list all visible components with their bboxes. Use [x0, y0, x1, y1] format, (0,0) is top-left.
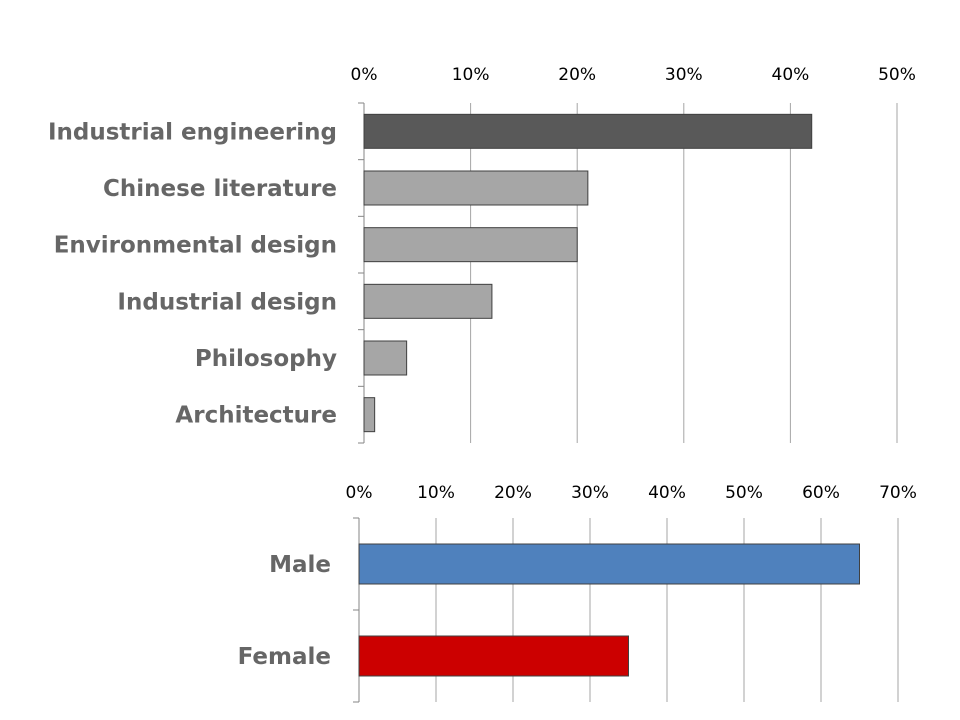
category-label: Chinese literature: [103, 176, 337, 202]
x-tick-label: 40%: [648, 483, 686, 503]
category-label: Male: [269, 552, 331, 578]
x-tick-label: 30%: [665, 65, 703, 85]
category-label: Female: [238, 644, 331, 670]
bar: [363, 283, 493, 319]
category-label: Philosophy: [195, 346, 337, 372]
x-tick-label: 20%: [558, 65, 596, 85]
x-tick-label: 60%: [802, 483, 840, 503]
x-tick-label: 50%: [878, 65, 916, 85]
bar: [358, 635, 629, 677]
x-tick-label: 0%: [346, 483, 373, 503]
bar: [363, 227, 578, 263]
bar: [363, 113, 813, 149]
x-tick-label: 10%: [452, 65, 490, 85]
x-tick-label: 70%: [879, 483, 917, 503]
category-label: Environmental design: [54, 233, 337, 259]
major-chart: 0% 10% 20% 30% 40% 50% Industrial engineering C…: [48, 65, 916, 444]
bar: [363, 340, 408, 376]
category-label: Architecture: [175, 403, 337, 429]
category-label: Industrial engineering: [48, 119, 337, 145]
gender-chart: 0% 10% 20% 30% 40% 50% 60% 70% Male Female: [238, 483, 917, 703]
x-tick-label: 30%: [571, 483, 609, 503]
x-tick-label: 0%: [351, 65, 378, 85]
x-tick-label: 50%: [725, 483, 763, 503]
bar: [363, 397, 376, 433]
x-tick-label: 10%: [417, 483, 455, 503]
category-label: Industrial design: [117, 289, 337, 315]
x-tick-label: 40%: [772, 65, 810, 85]
bar: [363, 170, 589, 206]
bar: [358, 543, 860, 585]
x-tick-label: 20%: [494, 483, 532, 503]
